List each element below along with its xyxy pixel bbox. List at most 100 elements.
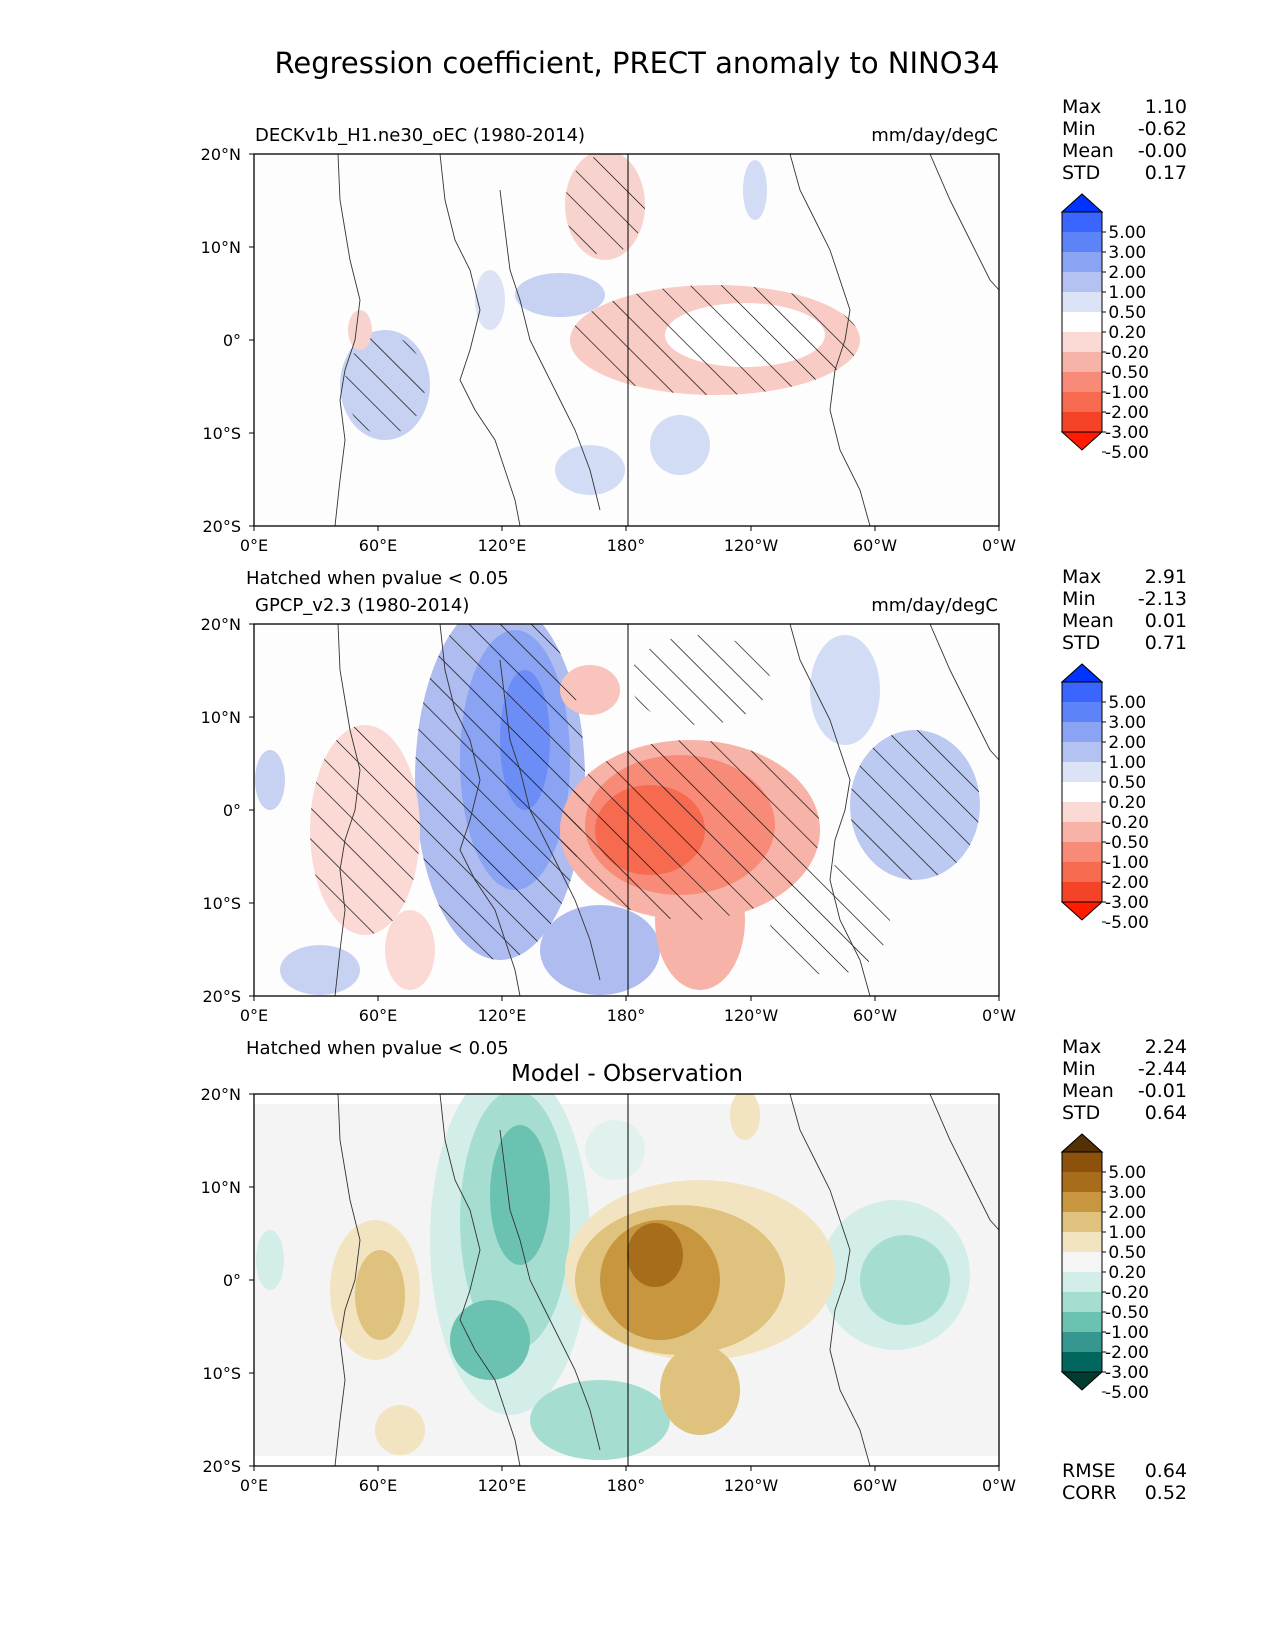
- colorbar-tick-label: 3.00: [1105, 713, 1146, 733]
- contour-neg: [355, 1250, 405, 1340]
- contour-pos: [860, 1235, 950, 1325]
- coastline: [439, 1094, 521, 1466]
- hatch-region: [850, 730, 980, 880]
- colorbar-swatch: [1062, 1192, 1102, 1212]
- colorbar-tick-label: -3.00: [1105, 893, 1149, 913]
- hatch-region: [415, 624, 585, 960]
- colorbar-swatch: [1062, 1292, 1102, 1312]
- hatch-region: [770, 865, 890, 975]
- colorbar-tick-label: 0.20: [1105, 793, 1146, 813]
- y-tick-label: 20°N: [201, 615, 241, 634]
- colorbar-swatch: [1062, 292, 1102, 312]
- hatch-region: [565, 155, 645, 255]
- x-tick-label: 60°W: [853, 1476, 897, 1495]
- panel-model: Max 1.10 Min -0.62 Mean -0.00 STD 0.17 D…: [201, 96, 1187, 589]
- colorbar-swatch: [1062, 1312, 1102, 1332]
- colorbar-extend-max-outline: [1060, 193, 1104, 213]
- y-tick-label: 20°N: [201, 145, 241, 164]
- coastline: [929, 154, 999, 291]
- stat-label: STD: [1062, 1102, 1100, 1124]
- x-tick-label: 180°: [607, 1476, 646, 1495]
- colorbar-tick-label: -1.00: [1105, 853, 1149, 873]
- map-observation: [254, 624, 999, 996]
- x-tick-label: 120°E: [478, 536, 527, 555]
- hatch-note: Hatched when pvalue < 0.05: [246, 1038, 509, 1059]
- colorbar-swatch: [1062, 782, 1102, 802]
- coastline: [439, 624, 521, 996]
- coastline: [439, 154, 521, 526]
- colorbar-tick-label: 0.50: [1105, 773, 1146, 793]
- colorbar-swatch: [1062, 1272, 1102, 1292]
- colorbar-swatch: [1062, 1352, 1102, 1372]
- colorbar-swatch: [1062, 332, 1102, 352]
- contour-neg: [627, 1223, 683, 1287]
- stat-value: 0.64: [1145, 1102, 1187, 1124]
- stats-observation: Max 2.91 Min -2.13 Mean 0.01 STD 0.71: [1062, 566, 1187, 654]
- colorbar-swatch: [1062, 702, 1102, 722]
- colorbar-swatch: [1062, 722, 1102, 742]
- contour-neg: [540, 905, 660, 995]
- contour-pos: [490, 1125, 550, 1265]
- stat-label: Mean: [1062, 1080, 1114, 1102]
- colorbar-frame: [1061, 681, 1103, 903]
- stat-value: 0.71: [1145, 632, 1187, 654]
- stat-value: 2.24: [1145, 1036, 1187, 1058]
- stat-value: -0.00: [1138, 140, 1187, 162]
- stat-label: Min: [1062, 118, 1096, 140]
- contour-neg: [375, 1405, 425, 1455]
- colorbar-swatch: [1062, 1332, 1102, 1352]
- coastline: [929, 1094, 999, 1231]
- coastline: [499, 189, 601, 511]
- coastline: [334, 624, 361, 996]
- colorbar-swatch: [1062, 1252, 1102, 1272]
- x-tick-label: 60°E: [359, 1006, 397, 1025]
- colorbar-swatch: [1062, 1232, 1102, 1252]
- hatch-region: [310, 725, 420, 935]
- corr-value: 0.52: [1145, 1482, 1187, 1504]
- contour-neg: [730, 1094, 760, 1140]
- colorbar-tick-label: 5.00: [1105, 693, 1146, 713]
- colorbar-swatch: [1062, 312, 1102, 332]
- y-tick-label: 10°S: [202, 894, 241, 913]
- colorbar-swatch: [1062, 762, 1102, 782]
- x-tick-label: 120°W: [724, 1006, 779, 1025]
- y-tick-label: 10°N: [201, 708, 241, 727]
- y-tick-label: 10°S: [202, 1364, 241, 1383]
- colorbar-swatch: [1062, 882, 1102, 902]
- panel-difference: Max 2.24 Min -2.44 Mean -0.01 STD 0.64 M…: [201, 1036, 1187, 1504]
- rmse-label: RMSE: [1062, 1460, 1116, 1482]
- colorbar-tick-label: 2.00: [1105, 733, 1146, 753]
- rmse-corr: RMSE 0.64 CORR 0.52: [1062, 1460, 1187, 1504]
- map-model: [254, 154, 999, 526]
- colorbar-swatch: [1062, 862, 1102, 882]
- colorbar-tick-label: -0.20: [1105, 343, 1149, 363]
- x-tick-label: 60°E: [359, 1476, 397, 1495]
- colorbar-swatch: [1062, 742, 1102, 762]
- coastline: [789, 624, 871, 996]
- x-tick-label: 0°W: [982, 1006, 1016, 1025]
- colorbar-frame: [1061, 211, 1103, 433]
- colorbar-tick-label: 5.00: [1105, 223, 1146, 243]
- coastline: [334, 154, 361, 526]
- contour-neg: [810, 635, 880, 745]
- coastline: [499, 1129, 601, 1451]
- contour-pos: [585, 1120, 645, 1180]
- stat-label: STD: [1062, 162, 1100, 184]
- colorbar-tick-label: 3.00: [1105, 1183, 1146, 1203]
- colorbar-swatch: [1062, 682, 1102, 702]
- colorbar-difference: 5.00 3.00 2.00 1.00 0.50 0.20-0.20-0.50-…: [1060, 1133, 1149, 1403]
- colorbar-swatch: [1062, 1212, 1102, 1232]
- colorbar-swatch: [1062, 802, 1102, 822]
- y-tick-label: 0°: [223, 331, 241, 350]
- colorbar-tick-label: -2.00: [1105, 873, 1149, 893]
- panel-title-right: mm/day/degC: [871, 595, 998, 616]
- stat-label: Max: [1062, 1036, 1101, 1058]
- x-axis-model: 0°E 60°E 120°E 180° 120°W 60°W 0°W: [240, 526, 1016, 555]
- colorbar-frame: [1061, 1151, 1103, 1373]
- y-tick-label: 20°S: [202, 1457, 241, 1476]
- rmse-value: 0.64: [1145, 1460, 1187, 1482]
- colorbar-extend-max-outline: [1060, 663, 1104, 683]
- contour-pos: [348, 310, 372, 350]
- colorbar-tick-label: -2.00: [1105, 403, 1149, 423]
- y-axis-model: 20°N 10°N 0° 10°S 20°S: [201, 145, 254, 536]
